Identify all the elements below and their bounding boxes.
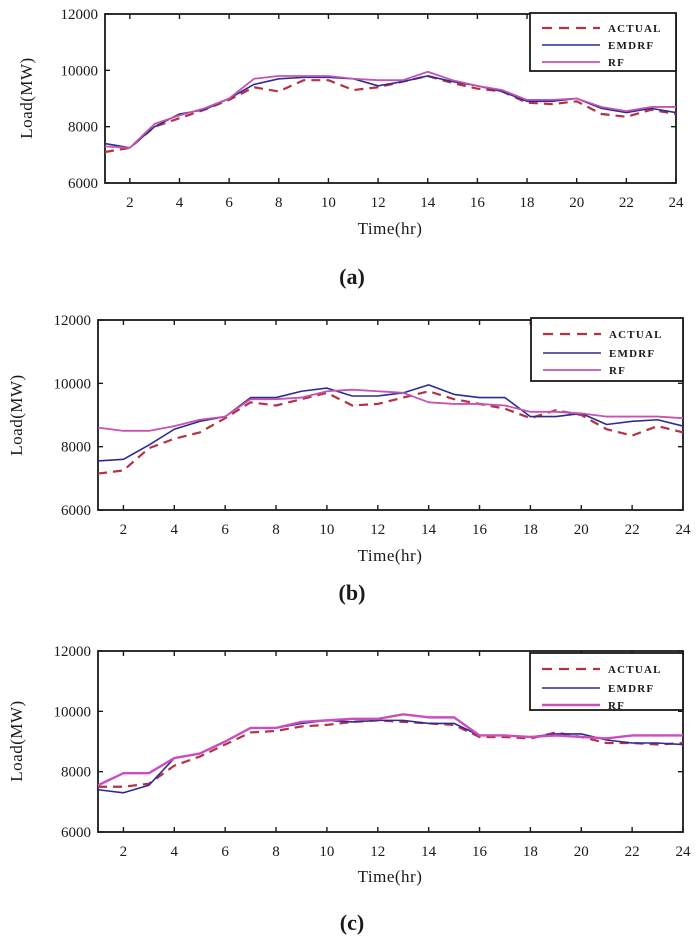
x-tick-label: 8: [272, 844, 280, 860]
y-tick-label: 12000: [54, 644, 92, 660]
x-tick-label: 18: [523, 522, 538, 538]
x-tick-label: 16: [472, 522, 488, 538]
x-tick-label: 18: [520, 195, 535, 211]
x-tick-label: 24: [676, 522, 692, 538]
caption-c: (c): [339, 910, 365, 935]
y-axis-label-c: Load(MW): [7, 700, 26, 782]
y-axis-label-a: Load(MW): [17, 57, 36, 139]
legend-label-emdrf: EMDRF: [608, 683, 654, 695]
x-tick-label: 22: [625, 844, 640, 860]
x-axis-label-a: Time(hr): [357, 219, 423, 238]
y-tick-label: 6000: [68, 176, 98, 192]
x-tick-label: 24: [676, 844, 692, 860]
y-axis-label-b: Load(MW): [7, 374, 26, 456]
x-tick-label: 24: [669, 195, 685, 211]
chart-b: 2 4 6 8 10 12 14 16 18 20 22 24600080001000012000AC…: [54, 313, 692, 538]
legend-box: [530, 317, 684, 382]
series-rf-line: [97, 388, 684, 432]
x-tick-label: 4: [171, 844, 179, 860]
x-tick-label: 2: [126, 195, 134, 211]
x-tick-label: 20: [569, 195, 584, 211]
series-emdrf-line: [97, 384, 684, 462]
x-tick-label: 18: [523, 844, 538, 860]
x-tick-label: 10: [319, 522, 334, 538]
x-tick-label: 22: [625, 522, 640, 538]
series-actual-line: [104, 74, 677, 154]
x-tick-label: 4: [176, 195, 184, 211]
series-actual-line: [98, 719, 684, 788]
chart-c: 2 4 6 8 10 12 14 16 18 20 22 24600080001000012000AC…: [54, 644, 692, 860]
plot-border-b: [97, 319, 684, 511]
legend-label-actual: ACTUAL: [609, 329, 663, 341]
legend-label-emdrf: EMDRF: [608, 40, 654, 52]
x-tick-label: 10: [319, 844, 334, 860]
x-axis-label-c: Time(hr): [357, 867, 423, 886]
x-tick-label: 12: [371, 195, 386, 211]
x-tick-label: 14: [421, 522, 437, 538]
caption-b: (b): [338, 580, 366, 605]
series-actual-line: [97, 390, 684, 475]
legend-label-emdrf: EMDRF: [609, 348, 655, 360]
y-tick-label: 6000: [61, 503, 91, 519]
x-tick-label: 12: [370, 522, 385, 538]
y-tick-label: 8000: [61, 440, 91, 456]
x-tick-label: 16: [470, 195, 486, 211]
y-tick-label: 10000: [61, 63, 99, 79]
x-tick-label: 8: [275, 195, 283, 211]
y-tick-label: 8000: [68, 120, 98, 136]
x-tick-label: 12: [370, 844, 385, 860]
x-tick-label: 8: [272, 522, 280, 538]
x-axis-label-b: Time(hr): [357, 546, 423, 565]
series-rf-line: [97, 713, 683, 787]
x-tick-label: 20: [574, 844, 589, 860]
legend-label-rf: RF: [609, 365, 626, 377]
legend-label-rf: RF: [608, 57, 625, 69]
series-rf-line: [104, 70, 676, 149]
y-tick-label: 10000: [54, 376, 92, 392]
legend-label-rf: RF: [608, 700, 625, 712]
x-tick-label: 20: [574, 522, 589, 538]
caption-a: (a): [339, 264, 365, 289]
x-tick-label: 16: [472, 844, 488, 860]
x-tick-label: 14: [421, 844, 437, 860]
x-tick-label: 6: [221, 522, 229, 538]
x-tick-label: 22: [619, 195, 634, 211]
x-tick-label: 10: [321, 195, 336, 211]
legend-label-actual: ACTUAL: [608, 23, 662, 35]
x-tick-label: 2: [120, 844, 128, 860]
y-tick-label: 6000: [61, 825, 91, 841]
x-tick-label: 2: [120, 522, 128, 538]
y-tick-label: 12000: [54, 313, 92, 329]
y-tick-label: 8000: [61, 765, 91, 781]
y-tick-label: 10000: [54, 704, 92, 720]
plot-border-a: [104, 13, 677, 184]
x-tick-label: 14: [420, 195, 436, 211]
legend-label-actual: ACTUAL: [608, 664, 662, 676]
chart-a: 2 4 6 8 10 12 14 16 18 20 22 24600080001000012000AC…: [61, 7, 685, 211]
x-tick-label: 6: [225, 195, 233, 211]
y-tick-label: 12000: [61, 7, 99, 23]
x-tick-label: 4: [171, 522, 179, 538]
legend-box: [529, 652, 684, 711]
plot-border-c: [97, 650, 684, 833]
x-tick-label: 6: [221, 844, 229, 860]
